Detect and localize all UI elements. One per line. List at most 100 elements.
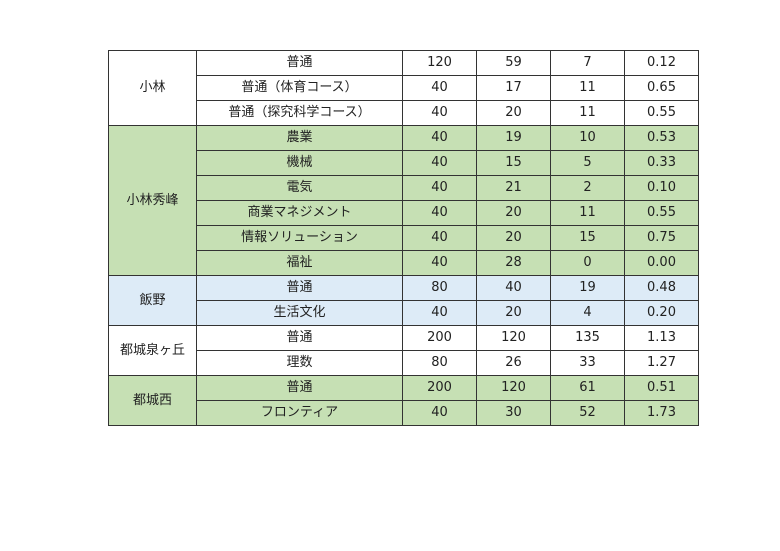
value-cell: 59 [476,50,551,76]
table-row: 都城西 普通 200 120 61 0.51 [108,375,699,426]
value-cell: 0 [550,250,625,276]
course-cell: 商業マネジメント [196,200,403,226]
value-cell: 0.20 [624,300,699,326]
value-cell: 1.73 [624,400,699,426]
course-cell: 生活文化 [196,300,403,326]
value-cell: 40 [402,175,477,201]
value-cell: 40 [402,100,477,126]
value-cell: 40 [402,225,477,251]
value-cell: 7 [550,50,625,76]
table-row: 生活文化 40 20 4 0.20 [109,300,699,326]
school-name-cell: 小林 [108,50,197,126]
course-cell: フロンティア [196,400,403,426]
table-row: フロンティア 40 30 52 1.73 [109,400,699,426]
value-cell: 40 [402,300,477,326]
school-name-cell: 小林秀峰 [108,125,197,276]
value-cell: 0.75 [624,225,699,251]
value-cell: 21 [476,175,551,201]
value-cell: 135 [550,325,625,351]
value-cell: 61 [550,375,625,401]
value-cell: 2 [550,175,625,201]
value-cell: 0.00 [624,250,699,276]
value-cell: 40 [402,75,477,101]
value-cell: 15 [550,225,625,251]
value-cell: 15 [476,150,551,176]
value-cell: 0.48 [624,275,699,301]
value-cell: 120 [476,325,551,351]
value-cell: 28 [476,250,551,276]
school-name-cell: 飯野 [108,275,197,326]
course-cell: 普通 [196,375,403,401]
course-cell: 理数 [196,350,403,376]
course-cell: 普通（探究科学コース） [196,100,403,126]
table-row: 小林 普通 120 59 7 0.12 [108,50,699,126]
value-cell: 0.55 [624,100,699,126]
table-row: 電気 40 21 2 0.10 [109,175,699,201]
value-cell: 0.33 [624,150,699,176]
table-row: 普通（体育コース） 40 17 11 0.65 [109,75,699,101]
school-group: 都城泉ヶ丘 普通 200 120 135 1.13 理数 80 26 33 1.27 [108,325,699,376]
table-row: 小林秀峰 農業 40 19 10 0.53 [108,125,699,276]
school-group: 飯野 普通 80 40 19 0.48 生活文化 40 20 4 0.20 [108,275,699,326]
course-cell: 普通 [196,275,403,301]
value-cell: 40 [402,150,477,176]
course-cell: 電気 [196,175,403,201]
value-cell: 20 [476,200,551,226]
value-cell: 1.27 [624,350,699,376]
course-cell: 福祉 [196,250,403,276]
value-cell: 11 [550,200,625,226]
value-cell: 200 [402,375,477,401]
table-row: 福祉 40 28 0 0.00 [109,250,699,276]
value-cell: 11 [550,75,625,101]
school-group: 都城西 普通 200 120 61 0.51 フロンティア 40 30 52 1.73 [108,375,699,426]
school-name-cell: 都城西 [108,375,197,426]
course-cell: 普通（体育コース） [196,75,403,101]
value-cell: 52 [550,400,625,426]
course-cell: 情報ソリューション [196,225,403,251]
value-cell: 26 [476,350,551,376]
school-group: 小林秀峰 農業 40 19 10 0.53 機械 40 15 5 0.33 電気 40 21 2 0.10 商業… [108,125,699,276]
value-cell: 20 [476,300,551,326]
value-cell: 0.10 [624,175,699,201]
value-cell: 0.65 [624,75,699,101]
value-cell: 40 [402,250,477,276]
table-row: 普通（探究科学コース） 40 20 11 0.55 [109,100,699,126]
value-cell: 80 [402,350,477,376]
value-cell: 4 [550,300,625,326]
value-cell: 17 [476,75,551,101]
value-cell: 5 [550,150,625,176]
value-cell: 10 [550,125,625,151]
value-cell: 120 [476,375,551,401]
value-cell: 1.13 [624,325,699,351]
course-cell: 普通 [196,325,403,351]
value-cell: 0.55 [624,200,699,226]
table-row: 都城泉ヶ丘 普通 200 120 135 1.13 [108,325,699,376]
table-row: 理数 80 26 33 1.27 [109,350,699,376]
value-cell: 19 [550,275,625,301]
course-cell: 機械 [196,150,403,176]
value-cell: 0.12 [624,50,699,76]
school-group: 小林 普通 120 59 7 0.12 普通（体育コース） 40 17 11 0.65 普通（探究科学… [108,50,699,126]
value-cell: 40 [402,400,477,426]
table-row: 商業マネジメント 40 20 11 0.55 [109,200,699,226]
value-cell: 11 [550,100,625,126]
value-cell: 0.51 [624,375,699,401]
value-cell: 80 [402,275,477,301]
value-cell: 200 [402,325,477,351]
value-cell: 40 [402,125,477,151]
value-cell: 19 [476,125,551,151]
value-cell: 20 [476,100,551,126]
value-cell: 30 [476,400,551,426]
table-row: 機械 40 15 5 0.33 [109,150,699,176]
value-cell: 40 [476,275,551,301]
value-cell: 33 [550,350,625,376]
value-cell: 120 [402,50,477,76]
value-cell: 20 [476,225,551,251]
table-row: 情報ソリューション 40 20 15 0.75 [109,225,699,251]
table-row: 飯野 普通 80 40 19 0.48 [108,275,699,326]
course-cell: 普通 [196,50,403,76]
enrollment-table: 小林 普通 120 59 7 0.12 普通（体育コース） 40 17 11 0.65 普通（探究科学… [108,50,699,426]
course-cell: 農業 [196,125,403,151]
school-name-cell: 都城泉ヶ丘 [108,325,197,376]
value-cell: 0.53 [624,125,699,151]
